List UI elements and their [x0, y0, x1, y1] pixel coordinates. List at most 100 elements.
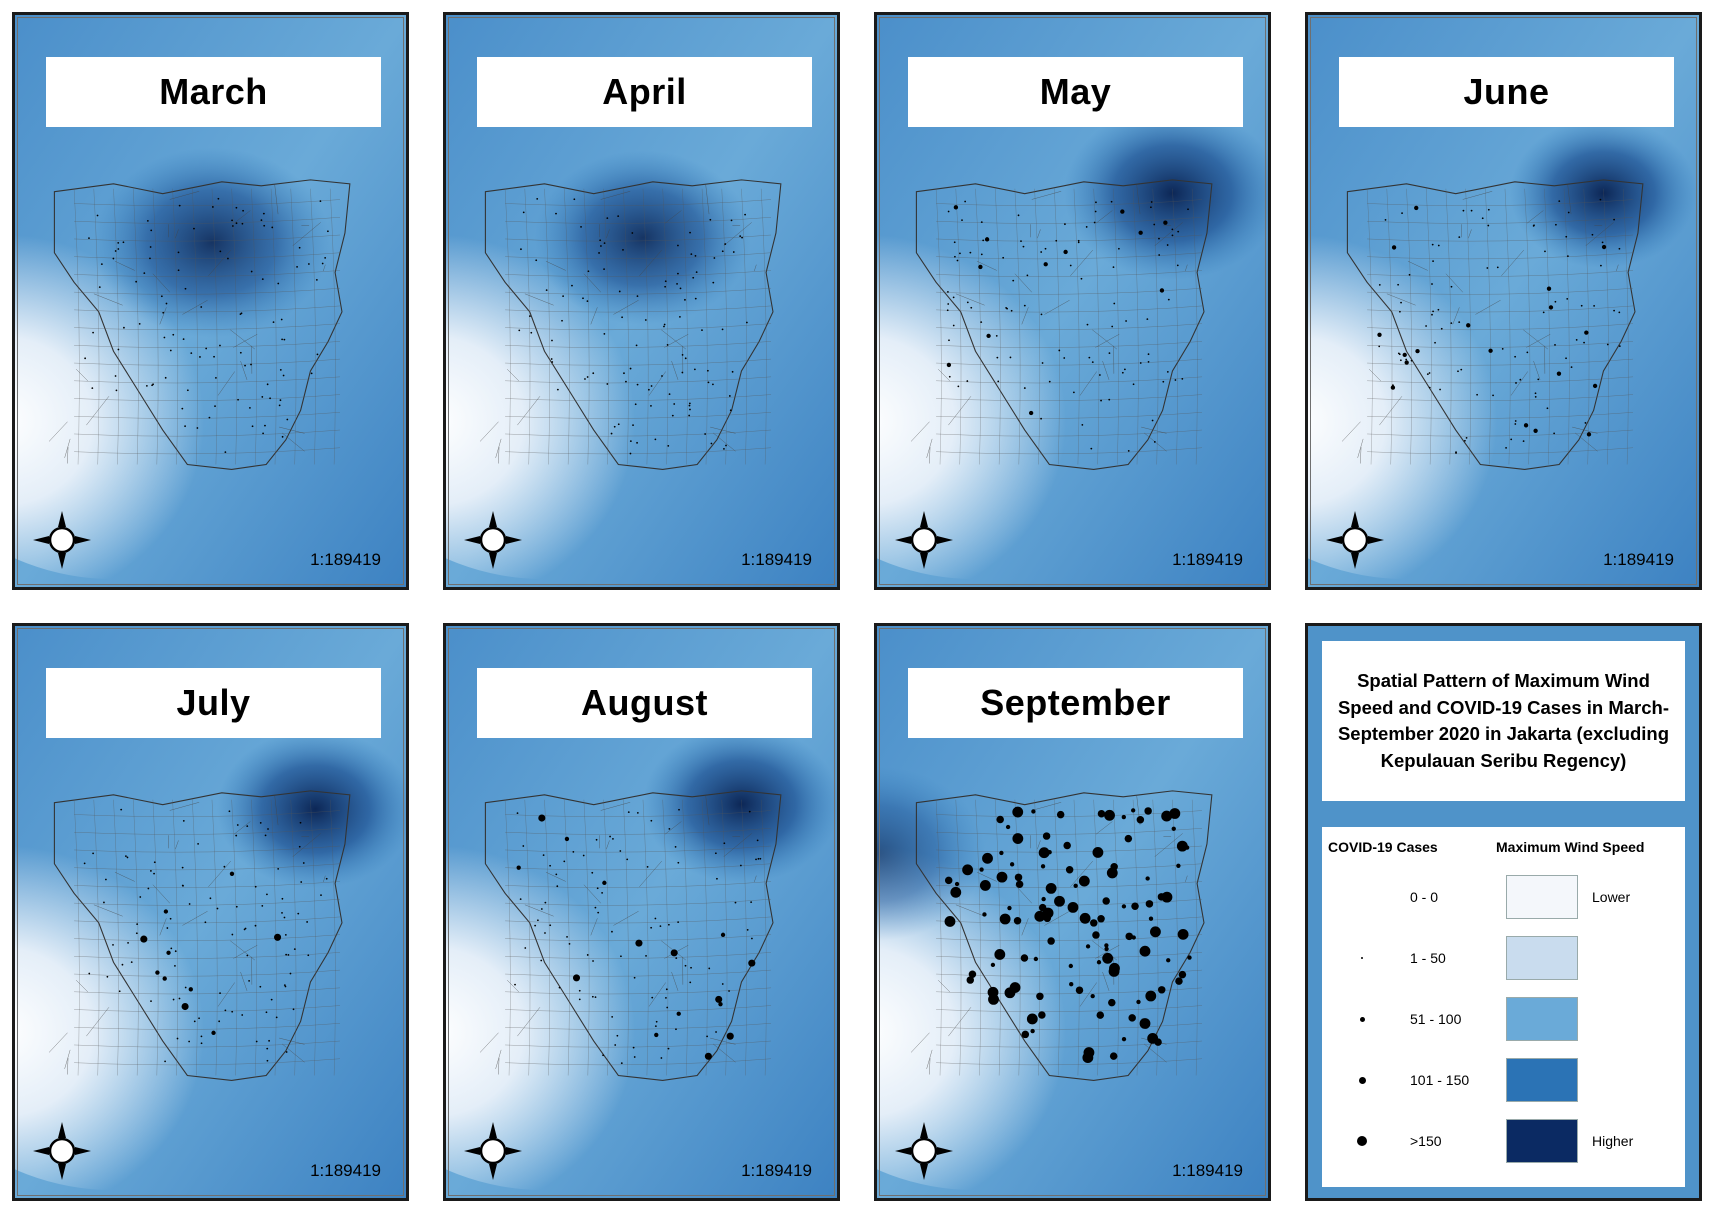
case-marker: [947, 290, 949, 293]
case-marker: [236, 824, 239, 826]
case-marker: [988, 993, 999, 1005]
case-marker: [725, 444, 727, 447]
case-marker: [243, 928, 246, 931]
case-marker: [135, 280, 138, 283]
case-marker: [551, 339, 553, 342]
case-marker: [1481, 217, 1484, 220]
case-marker: [1131, 935, 1136, 940]
case-marker: [613, 425, 616, 428]
case-marker: [610, 432, 613, 435]
case-marker: [1010, 309, 1013, 312]
case-marker: [1537, 378, 1540, 381]
case-marker: [265, 1011, 268, 1014]
case-marker: [689, 981, 692, 984]
case-marker: [152, 383, 154, 386]
case-marker: [237, 398, 239, 401]
map-panel-april: April 1:189419: [443, 12, 840, 590]
case-marker: [966, 380, 969, 382]
case-marker: [140, 935, 148, 943]
case-marker: [302, 862, 305, 864]
wind-speed-label: Higher: [1592, 1133, 1634, 1149]
case-marker: [264, 424, 266, 427]
case-marker: [1487, 208, 1490, 211]
case-marker: [562, 295, 564, 298]
case-marker: [688, 404, 691, 407]
case-marker: [748, 810, 751, 813]
north-arrow-compass-icon: [895, 511, 953, 569]
case-marker: [538, 814, 546, 822]
case-marker: [283, 338, 286, 341]
case-marker: [1121, 814, 1126, 820]
case-marker: [724, 243, 727, 245]
case-marker: [1023, 304, 1026, 307]
case-marker: [292, 1008, 295, 1011]
case-marker: [534, 924, 537, 927]
case-marker: [126, 856, 129, 859]
case-marker: [558, 986, 561, 989]
case-marker: [571, 284, 573, 287]
case-marker: [667, 923, 670, 926]
case-marker: [1464, 439, 1466, 442]
case-marker: [200, 1035, 203, 1038]
case-marker: [1067, 901, 1079, 913]
wind-speed-swatch: [1506, 1119, 1578, 1163]
case-marker: [1102, 897, 1110, 905]
case-marker: [274, 933, 282, 941]
case-marker: [671, 414, 674, 417]
case-marker: [1548, 305, 1554, 310]
map-panel-july: July 1:189419: [12, 623, 409, 1201]
case-marker: [1042, 907, 1054, 919]
case-size-symbol: [1361, 957, 1363, 959]
jakarta-district-map: [910, 790, 1213, 1081]
case-marker: [1432, 310, 1434, 313]
case-marker: [1125, 320, 1127, 322]
case-marker: [121, 963, 124, 966]
case-marker: [1566, 297, 1569, 300]
case-marker: [601, 892, 603, 894]
case-marker: [549, 924, 552, 927]
case-marker: [948, 339, 950, 342]
case-marker: [120, 808, 123, 811]
case-marker: [181, 407, 184, 410]
wind-speed-swatch: [1506, 997, 1578, 1041]
case-marker: [978, 264, 983, 270]
case-marker: [1080, 277, 1083, 280]
case-marker: [1147, 353, 1150, 356]
case-marker: [88, 237, 90, 240]
case-marker: [174, 964, 176, 967]
case-marker: [1153, 441, 1156, 443]
case-marker: [952, 324, 955, 327]
case-marker: [170, 947, 173, 950]
case-marker: [200, 306, 203, 308]
case-marker: [535, 259, 538, 262]
case-marker: [1086, 323, 1089, 326]
case-marker: [990, 962, 996, 968]
case-marker: [164, 376, 167, 379]
case-marker: [1157, 893, 1166, 901]
case-marker: [1171, 826, 1176, 831]
case-marker: [961, 219, 963, 222]
case-marker: [165, 302, 168, 305]
case-marker: [1488, 348, 1493, 353]
case-marker: [1159, 288, 1165, 293]
case-marker: [1158, 254, 1161, 256]
case-marker: [537, 919, 539, 922]
case-marker: [663, 325, 665, 328]
case-class-label: 0 - 0: [1410, 889, 1439, 905]
map-scale: 1:189419: [1172, 550, 1243, 569]
case-marker: [1058, 349, 1061, 352]
case-marker: [1020, 954, 1029, 962]
case-marker: [1397, 283, 1400, 286]
case-marker: [663, 323, 666, 326]
case-marker: [1166, 371, 1169, 373]
north-arrow-compass-icon: [464, 511, 522, 569]
case-marker: [1175, 977, 1183, 985]
case-marker: [1546, 286, 1552, 291]
case-marker: [627, 811, 630, 814]
case-marker: [1584, 330, 1589, 335]
case-marker: [1599, 198, 1602, 201]
case-marker: [953, 241, 956, 244]
case-marker: [1400, 301, 1402, 304]
case-marker: [566, 936, 568, 938]
case-marker: [968, 970, 977, 978]
